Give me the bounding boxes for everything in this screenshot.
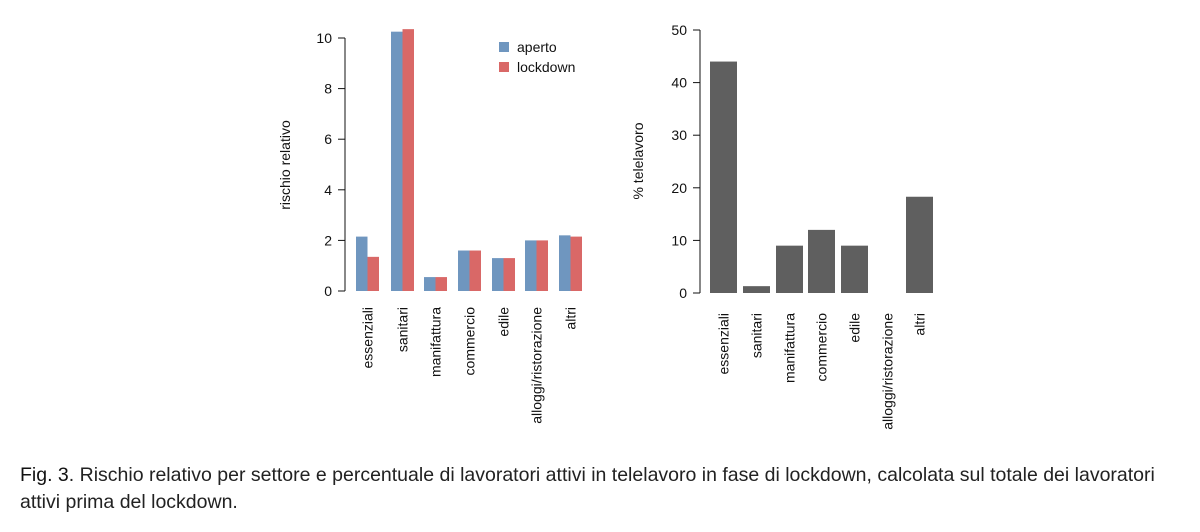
bar-aperto-commercio xyxy=(458,250,470,291)
legend-swatch-lockdown xyxy=(499,62,509,72)
right-y-tick-label: 40 xyxy=(671,75,687,91)
bar-telelavoro-essenziali xyxy=(710,61,737,294)
figure-caption-label: Fig. 3 xyxy=(20,464,69,486)
bar-lockdown-alloggi-ristorazione xyxy=(536,240,548,291)
charts-area: 0 2 4 6 8 10 rischio relativo essenziali sanitar… xyxy=(277,22,933,430)
left-y-tick-label: 10 xyxy=(316,30,332,46)
right-y-tick-label: 20 xyxy=(671,180,687,196)
bar-telelavoro-manifattura xyxy=(776,245,803,293)
right-y-tick-label: 50 xyxy=(671,22,687,38)
left-x-tick-label: commercio xyxy=(462,307,478,376)
left-x-tick-label: essenziali xyxy=(360,307,376,368)
right-x-tick-label: commercio xyxy=(814,313,830,382)
bar-aperto-edile xyxy=(492,258,504,291)
left-y-axis-label: rischio relativo xyxy=(277,120,293,210)
bar-lockdown-commercio xyxy=(469,250,481,291)
bar-aperto-sanitari xyxy=(391,31,403,292)
right-x-tick-label: altri xyxy=(912,313,928,336)
figure-caption: Fig. 3. Rischio relativo per settore e p… xyxy=(20,462,1185,516)
figure-caption-text: . Rischio relativo per settore e percent… xyxy=(20,464,1155,513)
bar-aperto-manifattura xyxy=(424,277,436,291)
bar-telelavoro-sanitari xyxy=(743,286,770,293)
bar-lockdown-sanitari xyxy=(402,29,414,292)
left-y-tick-label: 2 xyxy=(324,232,332,248)
right-x-tick-label: alloggi/ristorazione xyxy=(880,313,896,430)
right-y-axis-label: % telelavoro xyxy=(630,122,646,199)
bar-aperto-alloggi-ristorazione xyxy=(525,240,537,291)
bar-aperto-altri xyxy=(559,235,571,291)
left-x-tick-label: altri xyxy=(563,307,579,330)
bar-aperto-essenziali xyxy=(356,236,368,291)
left-y-tick-label: 8 xyxy=(324,81,332,97)
bar-telelavoro-altri xyxy=(906,196,933,293)
left-x-tick-label: manifattura xyxy=(428,307,444,377)
legend-label-aperto: aperto xyxy=(517,39,557,55)
bar-telelavoro-edile xyxy=(841,245,868,293)
bar-lockdown-edile xyxy=(503,258,515,291)
right-y-tick-label: 10 xyxy=(671,232,687,248)
right-x-tick-label: essenziali xyxy=(716,313,732,374)
right-x-tick-label: sanitari xyxy=(749,313,765,358)
left-y-tick-label: 4 xyxy=(324,182,332,198)
left-y-tick-label: 6 xyxy=(324,131,332,147)
right-y-tick-label: 30 xyxy=(671,127,687,143)
right-y-tick-label: 0 xyxy=(679,285,687,301)
bar-lockdown-manifattura xyxy=(435,277,447,291)
left-y-tick-label: 0 xyxy=(324,283,332,299)
right-x-tick-label: manifattura xyxy=(782,313,798,383)
legend-swatch-aperto xyxy=(499,42,509,52)
right-x-tick-label: edile xyxy=(847,313,863,343)
left-x-tick-label: alloggi/ristorazione xyxy=(529,307,545,424)
left-x-tick-label: edile xyxy=(496,307,512,337)
bar-lockdown-essenziali xyxy=(367,256,379,291)
legend-label-lockdown: lockdown xyxy=(517,59,575,75)
bar-lockdown-altri xyxy=(570,236,582,291)
bar-telelavoro-commercio xyxy=(808,229,835,293)
left-x-tick-label: sanitari xyxy=(395,307,411,352)
